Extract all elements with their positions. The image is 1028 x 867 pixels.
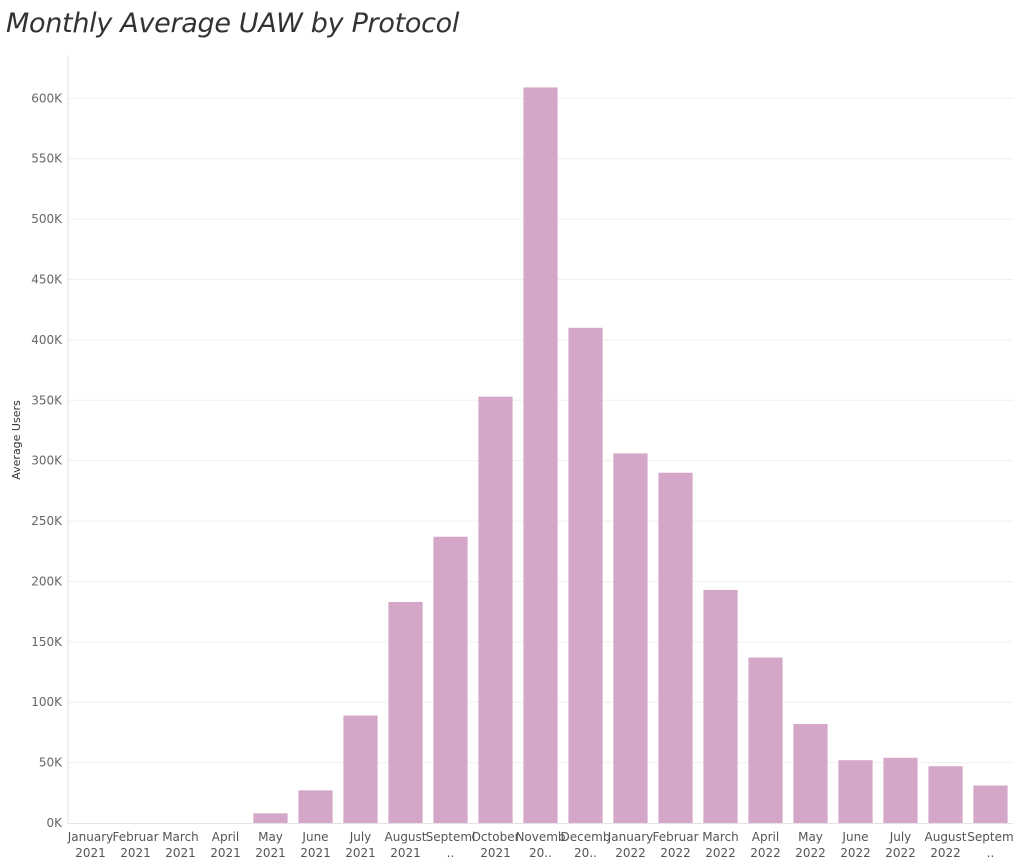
x-tick-label: August <box>385 830 427 844</box>
bar <box>613 453 648 823</box>
y-tick-label: 600K <box>31 91 63 105</box>
x-tick-label: Decemb <box>561 830 611 844</box>
bar <box>478 396 513 823</box>
y-tick-label: 150K <box>31 635 63 649</box>
bar <box>388 601 423 823</box>
x-tick-label: 2021 <box>480 846 511 860</box>
x-tick-label: 2021 <box>165 846 196 860</box>
x-tick-label: March <box>162 830 199 844</box>
x-tick-label: 20.. <box>574 846 597 860</box>
x-tick-label: July <box>349 830 372 844</box>
x-tick-label: 2021 <box>345 846 376 860</box>
x-tick-label: 2022 <box>885 846 916 860</box>
x-tick-label: 2022 <box>930 846 961 860</box>
x-tick-label: .. <box>447 846 455 860</box>
x-tick-label: Februar <box>112 830 158 844</box>
y-tick-label: 300K <box>31 454 63 468</box>
x-tick-label: 2022 <box>795 846 826 860</box>
x-tick-label: 2021 <box>390 846 421 860</box>
x-tick-label: May <box>258 830 283 844</box>
x-tick-label: March <box>702 830 739 844</box>
x-tick-label: June <box>301 830 328 844</box>
bar <box>748 657 783 823</box>
x-tick-label: April <box>212 830 239 844</box>
bar <box>703 589 738 823</box>
bar <box>928 766 963 823</box>
x-tick-label: January <box>67 830 114 844</box>
bar <box>838 760 873 823</box>
y-tick-label: 200K <box>31 574 63 588</box>
x-tick-label: May <box>798 830 823 844</box>
y-tick-labels: 0K 50K 100K 150K 200K 250K 300K 350K 400K 450K 500… <box>31 91 63 830</box>
y-tick-label: 400K <box>31 333 63 347</box>
y-tick-label: 500K <box>31 212 63 226</box>
x-tick-label: 2021 <box>75 846 106 860</box>
x-tick-label: 2021 <box>300 846 331 860</box>
x-tick-label: April <box>752 830 779 844</box>
x-tick-label: August <box>925 830 967 844</box>
x-tick-label: 2022 <box>750 846 781 860</box>
x-tick-label: Februar <box>652 830 698 844</box>
y-tick-label: 550K <box>31 152 63 166</box>
x-tick-label: July <box>889 830 912 844</box>
x-tick-label: 20.. <box>529 846 552 860</box>
y-tick-label: 100K <box>31 695 63 709</box>
axes <box>67 55 1013 824</box>
y-tick-label: 250K <box>31 514 63 528</box>
x-tick-label: 2021 <box>120 846 151 860</box>
x-tick-label: June <box>841 830 868 844</box>
x-tick-label: 2021 <box>210 846 241 860</box>
x-tick-label: January <box>607 830 654 844</box>
x-tick-label: Septem <box>967 830 1013 844</box>
y-tick-label: 50K <box>39 756 63 770</box>
x-tick-label: 2022 <box>615 846 646 860</box>
x-tick-label: 2022 <box>840 846 871 860</box>
bars <box>253 87 1008 823</box>
y-axis-title: Average Users <box>10 400 23 480</box>
bar <box>793 723 828 823</box>
x-tick-labels: January 2021 Februar 2021 March 2021 April 2021… <box>67 830 1014 860</box>
x-tick-label: 2022 <box>660 846 691 860</box>
y-tick-label: 0K <box>46 816 63 830</box>
x-tick-label: .. <box>987 846 995 860</box>
x-tick-label: Novemb <box>515 830 565 844</box>
bar <box>568 327 603 823</box>
chart-title: Monthly Average UAW by Protocol <box>6 8 460 39</box>
bar <box>343 715 378 823</box>
y-tick-label: 350K <box>31 393 63 407</box>
bar <box>523 87 558 823</box>
bar <box>253 813 288 823</box>
bar <box>433 536 468 823</box>
x-tick-label: 2021 <box>255 846 286 860</box>
bar <box>973 785 1008 823</box>
x-tick-label: 2022 <box>705 846 736 860</box>
bar <box>658 472 693 823</box>
x-tick-label: October <box>471 830 519 844</box>
bar <box>883 757 918 823</box>
bar <box>298 790 333 823</box>
y-tick-label: 450K <box>31 272 63 286</box>
x-tick-label: Septeml <box>426 830 476 844</box>
